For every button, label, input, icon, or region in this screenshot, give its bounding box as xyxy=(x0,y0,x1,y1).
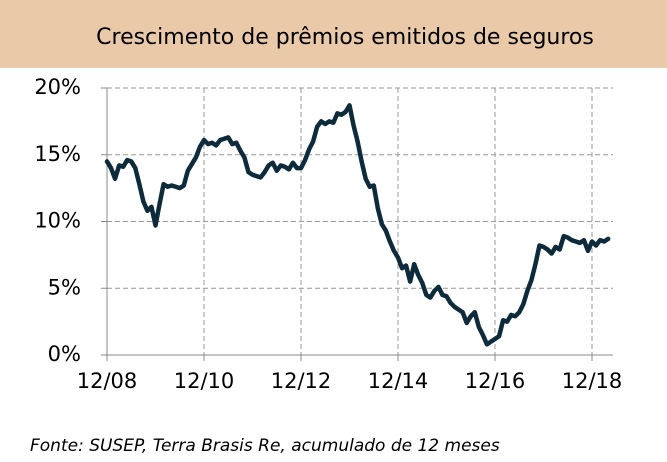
y-tick-label: 10% xyxy=(34,209,81,233)
x-tick-label: 12/14 xyxy=(368,369,429,393)
data-line xyxy=(104,103,611,347)
title-banner xyxy=(0,0,667,68)
y-tick-label: 20% xyxy=(34,75,81,99)
y-tick-label: 5% xyxy=(48,275,81,299)
source-note: Fonte: SUSEP, Terra Brasis Re, acumulado… xyxy=(30,436,500,456)
x-tick-label: 12/10 xyxy=(174,369,235,393)
x-tick-label: 12/08 xyxy=(77,369,138,393)
y-tick-label: 0% xyxy=(48,342,81,366)
chart-title: Crescimento de prêmios emitidos de segur… xyxy=(96,25,594,50)
x-tick-label: 12/16 xyxy=(465,369,526,393)
x-tick-label: 12/12 xyxy=(271,369,332,393)
x-tick-label: 12/18 xyxy=(562,369,623,393)
y-tick-label: 15% xyxy=(34,142,81,166)
